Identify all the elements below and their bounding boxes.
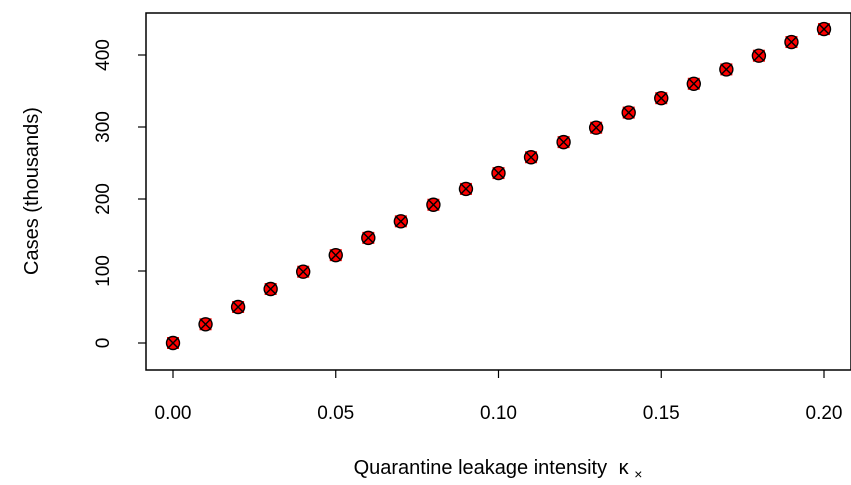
y-tick-label: 100 <box>93 255 114 287</box>
plot-frame <box>145 12 851 371</box>
marker-cross-line <box>330 249 342 261</box>
y-tick-label: 300 <box>93 111 114 143</box>
marker-cross-line <box>818 23 830 35</box>
data-point-circle-cross <box>426 197 441 212</box>
marker-circle <box>230 299 246 315</box>
marker-cross-line <box>232 301 244 313</box>
x-tick-label: 0.20 <box>806 403 843 424</box>
data-point-circle-cross <box>784 34 799 50</box>
x-axis-title-text: Quarantine leakage intensity <box>354 457 608 479</box>
data-point-circle-cross <box>165 335 181 351</box>
data-point-circle-cross <box>588 120 604 135</box>
data-points <box>165 21 832 351</box>
marker-circle <box>426 197 441 212</box>
data-point-circle-cross <box>556 134 571 150</box>
marker-cross-line <box>720 63 732 75</box>
data-point-circle-cross <box>751 48 767 63</box>
data-point-circle-cross <box>491 165 506 181</box>
marker-cross-line <box>688 78 700 90</box>
marker-circle <box>784 34 799 50</box>
marker-circle <box>621 105 636 120</box>
data-point-circle-cross <box>458 181 474 197</box>
marker-cross-line <box>493 167 504 179</box>
x-tick-label: 0.00 <box>155 403 192 424</box>
marker-circle <box>719 62 734 77</box>
y-tick-label: 400 <box>93 39 114 71</box>
y-axis: 0 100 200 300 400 <box>93 39 147 349</box>
x-axis-title-symbol: κ <box>619 457 630 479</box>
marker-cross-line <box>785 36 797 48</box>
marker-circle <box>523 150 539 165</box>
data-point-circle-cross <box>230 299 246 315</box>
marker-cross-line <box>297 266 309 278</box>
data-point-circle-cross <box>719 62 734 77</box>
marker-circle <box>686 76 701 92</box>
data-point-circle-cross <box>263 281 278 297</box>
data-point-circle-cross <box>816 21 832 37</box>
data-point-circle-cross <box>654 90 669 106</box>
marker-circle <box>654 90 669 106</box>
marker-cross-line <box>200 318 212 330</box>
marker-circle <box>588 120 604 135</box>
marker-circle <box>458 181 474 197</box>
marker-circle <box>816 21 832 37</box>
marker-cross-line <box>558 136 570 148</box>
y-tick-label: 200 <box>93 183 114 215</box>
marker-circle <box>361 230 376 246</box>
y-axis-title: Cases (thousands) <box>21 107 43 275</box>
x-tick-label: 0.05 <box>317 403 354 424</box>
marker-circle <box>751 48 767 63</box>
marker-circle <box>263 281 278 297</box>
marker-cross-line <box>427 199 439 211</box>
x-tick-label: 0.15 <box>643 403 680 424</box>
data-point-circle-cross <box>198 317 213 332</box>
data-point-circle-cross <box>361 230 376 246</box>
data-point-circle-cross <box>621 105 636 120</box>
x-axis: 0.00 0.05 0.10 0.15 0.20 <box>155 369 843 424</box>
marker-cross-line <box>167 337 179 349</box>
marker-cross-line <box>265 283 277 295</box>
x-axis-title-subscript: × <box>634 466 642 482</box>
marker-circle <box>296 264 311 279</box>
data-point-circle-cross <box>296 264 311 279</box>
x-axis-title: Quarantine leakage intensity κ × <box>354 457 643 482</box>
data-point-circle-cross <box>523 150 539 165</box>
x-tick-label: 0.10 <box>480 403 517 424</box>
marker-cross-line <box>753 50 765 62</box>
marker-circle <box>198 317 213 332</box>
data-point-circle-cross <box>686 76 701 92</box>
marker-cross-line <box>590 122 602 134</box>
marker-circle <box>165 335 181 351</box>
marker-circle <box>393 214 409 229</box>
marker-cross-line <box>362 232 374 244</box>
y-tick-label: 0 <box>93 338 114 349</box>
marker-circle <box>328 247 343 263</box>
marker-cross-line <box>655 92 667 104</box>
marker-circle <box>491 165 506 181</box>
data-point-circle-cross <box>393 214 409 229</box>
marker-cross-line <box>460 183 472 195</box>
marker-cross-line <box>623 107 635 119</box>
marker-circle <box>556 134 571 150</box>
marker-cross-line <box>525 151 537 163</box>
data-point-circle-cross <box>328 247 343 263</box>
marker-cross-line <box>395 215 407 227</box>
